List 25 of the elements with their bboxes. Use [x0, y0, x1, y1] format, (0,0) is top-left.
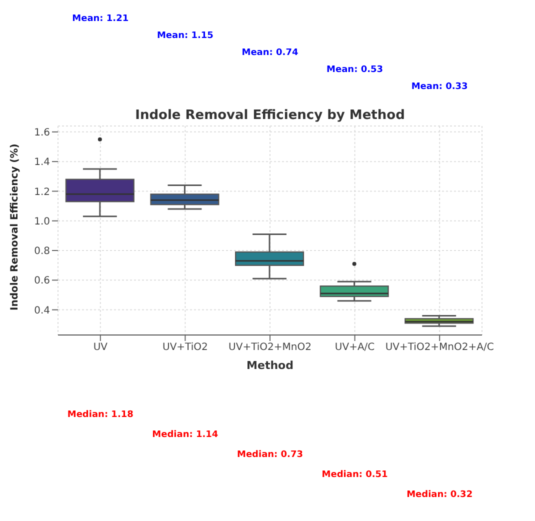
y-tick-label: 1.4: [34, 157, 50, 168]
text: Mean: 1.15: [156, 31, 214, 41]
text: Mean: 0.74: [240, 48, 300, 58]
x-tick-label: UV+TiO2+MnO2: [228, 342, 312, 354]
text: Median: 1.18: [66, 410, 134, 420]
y-tick-label: 1.6: [34, 127, 50, 138]
y-tick-label: 0.8: [34, 246, 50, 258]
x-tick-label: UV+TiO2: [162, 342, 208, 354]
text: Mean: 0.33: [410, 82, 469, 92]
chart-title: Indole Removal Efficiency by Method: [134, 108, 406, 123]
text: Median: 0.73: [236, 450, 304, 460]
x-tick-label: UV+TiO2+MnO2+A/C: [385, 342, 494, 354]
y-tick-label: 0.6: [34, 276, 50, 287]
text: Mean: 1.21: [71, 14, 130, 24]
text: Median: 1.14: [151, 430, 220, 440]
text: Median: 0.51: [320, 470, 389, 480]
x-tick-label: UV: [93, 342, 108, 354]
y-tick-label: 0.4: [34, 305, 50, 316]
x-tick-label: UV+A/C: [334, 342, 375, 354]
y-tick-label: 1.0: [34, 216, 50, 228]
text: Mean: 0.53: [326, 65, 384, 75]
y-axis-title: Indole Removal Efficiency (%): [10, 144, 21, 310]
y-tick-label: 1.2: [34, 186, 50, 198]
text: Median: 0.32: [406, 490, 474, 500]
x-axis-title: Method: [246, 359, 294, 372]
